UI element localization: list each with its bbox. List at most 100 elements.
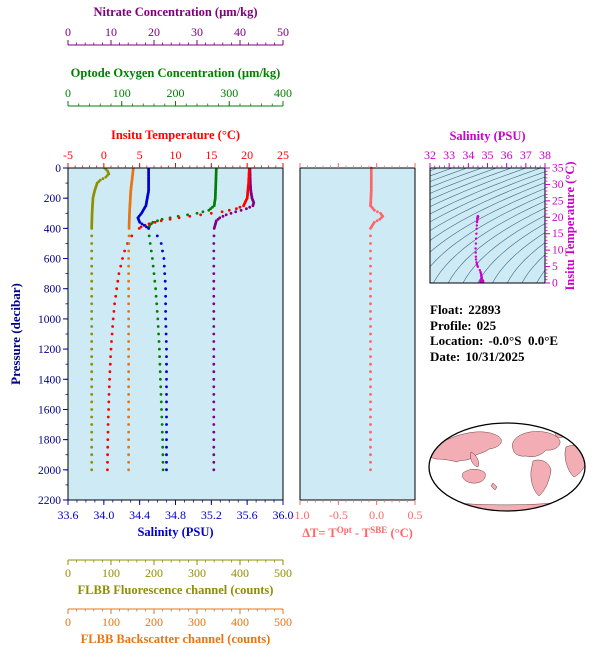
svg-text:Salinity (PSU): Salinity (PSU)	[137, 525, 213, 539]
map-outline	[428, 422, 586, 512]
svg-text:34.8: 34.8	[165, 508, 186, 522]
world-map	[428, 422, 586, 512]
svg-text:0: 0	[552, 278, 558, 290]
svg-text:30: 30	[552, 179, 564, 191]
profile-series	[90, 168, 256, 472]
svg-text:200: 200	[145, 615, 163, 629]
series-temperature	[106, 168, 251, 472]
svg-text:15: 15	[552, 228, 564, 240]
svg-text:0: 0	[65, 566, 71, 580]
svg-text:2000: 2000	[38, 465, 61, 477]
svg-text:50: 50	[277, 25, 289, 39]
svg-text:10: 10	[170, 148, 182, 162]
svg-text:35: 35	[552, 163, 564, 175]
svg-text:32: 32	[424, 148, 436, 162]
series-oxygen	[147, 168, 218, 472]
svg-text:1800: 1800	[38, 435, 61, 447]
svg-text:200: 200	[167, 86, 185, 100]
svg-text:36.0: 36.0	[273, 508, 294, 522]
svg-text:10: 10	[552, 245, 564, 257]
svg-text:Salinity (PSU): Salinity (PSU)	[449, 129, 525, 143]
svg-text:Insitu Temperature (°C): Insitu Temperature (°C)	[563, 161, 577, 290]
svg-text:35: 35	[482, 148, 494, 162]
svg-text:34.0: 34.0	[93, 508, 114, 522]
series-fluorescence	[90, 168, 111, 472]
svg-text:40: 40	[234, 25, 246, 39]
svg-text:0: 0	[55, 163, 61, 175]
svg-text:-5: -5	[63, 148, 73, 162]
svg-text:38: 38	[539, 148, 551, 162]
svg-text:0.5: 0.5	[408, 508, 423, 522]
svg-text:34.4: 34.4	[129, 508, 150, 522]
info-label: Profile:	[430, 317, 472, 333]
info-value: 10/31/2025	[465, 348, 525, 364]
svg-text:15: 15	[205, 148, 217, 162]
svg-text:20: 20	[148, 25, 160, 39]
svg-text:300: 300	[188, 615, 206, 629]
svg-text:5: 5	[552, 261, 558, 273]
svg-text:25: 25	[552, 195, 564, 207]
svg-text:Nitrate Concentration (µm/kg): Nitrate Concentration (µm/kg)	[93, 5, 257, 19]
svg-text:1200: 1200	[38, 344, 61, 356]
svg-text:33: 33	[443, 148, 455, 162]
svg-text:-1.0: -1.0	[291, 508, 310, 522]
svg-text:200: 200	[145, 566, 163, 580]
series-salinity	[136, 168, 168, 472]
svg-text:400: 400	[44, 223, 62, 235]
svg-text:5: 5	[137, 148, 143, 162]
svg-text:100: 100	[102, 566, 120, 580]
svg-text:200: 200	[44, 193, 62, 205]
svg-text:34: 34	[462, 148, 474, 162]
svg-text:0.0: 0.0	[369, 508, 384, 522]
svg-text:0: 0	[101, 148, 107, 162]
ts-diagram-panel: 32 33 34 35 36 37 38 Salinity (PSU) 0 5 10 15 20 25 30…	[424, 129, 577, 291]
svg-text:Optode Oxygen Concentration (µ: Optode Oxygen Concentration (µm/kg)	[71, 66, 281, 80]
svg-text:300: 300	[188, 566, 206, 580]
svg-text:400: 400	[231, 615, 249, 629]
svg-text:-0.5: -0.5	[329, 508, 348, 522]
svg-text:37: 37	[520, 148, 532, 162]
svg-text:30: 30	[191, 25, 203, 39]
float-info-line: Profile: 025	[430, 318, 558, 334]
svg-text:35.6: 35.6	[237, 508, 258, 522]
float-info-line: Float: 22893	[430, 302, 558, 318]
svg-text:FLBB Fluorescence channel (cou: FLBB Fluorescence channel (counts)	[78, 583, 274, 597]
svg-text:400: 400	[274, 86, 292, 100]
svg-text:0: 0	[65, 25, 71, 39]
svg-text:FLBB Backscatter channel (coun: FLBB Backscatter channel (counts)	[81, 632, 271, 646]
ts-deep-marker	[479, 278, 485, 283]
svg-text:33.6: 33.6	[58, 508, 79, 522]
svg-text:1000: 1000	[38, 314, 61, 326]
info-value: 025	[476, 317, 497, 333]
svg-text:25: 25	[277, 148, 289, 162]
info-label: Float:	[430, 302, 464, 317]
float-info-line: Location: -0.0°S 0.0°E	[430, 333, 558, 349]
delta-t-panel: -1.0 -0.5 0.0 0.5 ΔT= TOpt - TSBE (°C)	[291, 163, 423, 540]
svg-text:500: 500	[274, 615, 292, 629]
svg-text:Pressure (decibar): Pressure (decibar)	[8, 283, 23, 385]
info-label: Date:	[430, 348, 461, 364]
svg-text:0: 0	[65, 615, 71, 629]
ts-data-points	[474, 215, 485, 283]
info-label: Location:	[430, 333, 484, 348]
svg-text:20: 20	[552, 212, 564, 224]
info-value: 22893	[468, 302, 501, 317]
svg-text:Insitu Temperature (°C): Insitu Temperature (°C)	[111, 128, 240, 142]
pressure-axis: 0 200 400 600 800 1000 1200 1400 1600 1800 2000 220…	[8, 163, 68, 507]
svg-text:600: 600	[44, 254, 62, 266]
svg-text:2200: 2200	[38, 495, 61, 507]
svg-text:100: 100	[113, 86, 131, 100]
svg-text:1600: 1600	[38, 404, 61, 416]
info-value: -0.0°S 0.0°E	[488, 333, 559, 348]
series-backscatter	[127, 168, 135, 472]
svg-text:20: 20	[241, 148, 253, 162]
svg-text:1400: 1400	[38, 374, 61, 386]
svg-text:35.2: 35.2	[201, 508, 222, 522]
svg-text:400: 400	[231, 566, 249, 580]
svg-text:500: 500	[274, 566, 292, 580]
svg-text:0: 0	[65, 86, 71, 100]
float-info: Float: 22893 Profile: 025 Location: -0.0°S …	[430, 302, 558, 364]
